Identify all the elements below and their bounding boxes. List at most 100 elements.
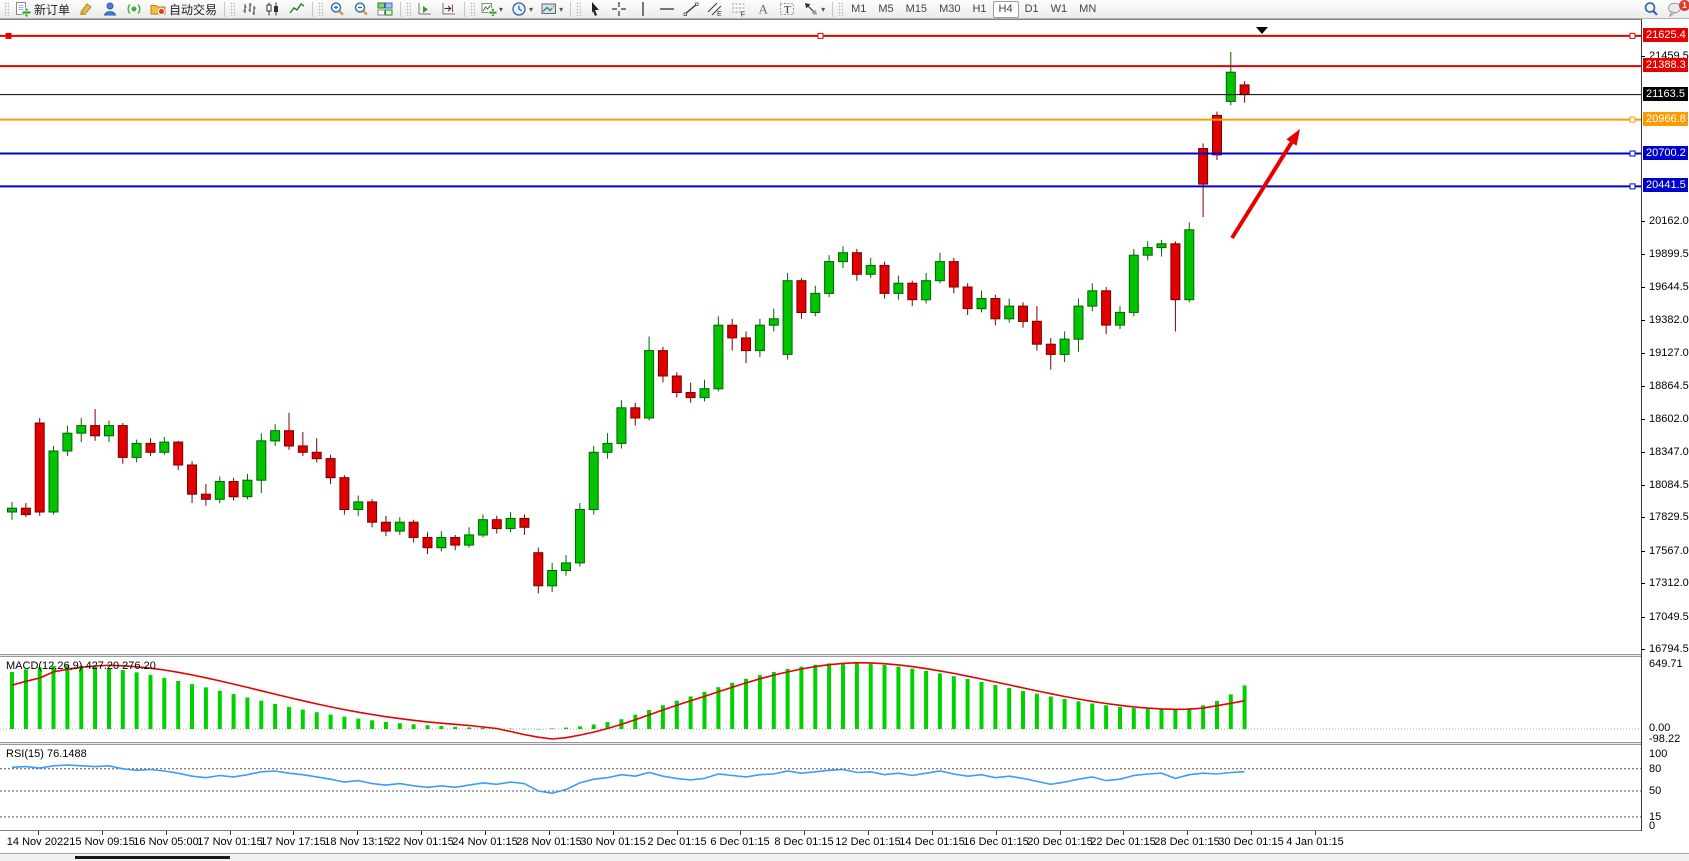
zoom-out-button[interactable] — [349, 1, 373, 18]
svg-text:A: A — [759, 2, 769, 17]
equidistant-channel-button[interactable]: E — [703, 1, 727, 18]
highlighter-button[interactable] — [74, 1, 98, 18]
chart-shift-button[interactable] — [437, 1, 461, 18]
new-chart-button[interactable]: ▾ — [477, 1, 507, 18]
bar-chart-icon — [241, 1, 257, 17]
zoom-in-button[interactable] — [325, 1, 349, 18]
search-icon — [1643, 1, 1659, 17]
time-axis-tick — [613, 831, 614, 835]
time-axis-label: 14 Dec 01:15 — [899, 836, 965, 848]
templates-button[interactable]: ▾ — [537, 1, 567, 18]
price-axis-tick — [1641, 583, 1645, 584]
time-axis-label: 4 Jan 01:15 — [1286, 836, 1344, 848]
periods-button[interactable]: ▾ — [507, 1, 537, 18]
period-clock-icon — [511, 1, 527, 17]
cursor-icon — [587, 1, 603, 17]
time-axis-label: 30 Dec 01:15 — [1218, 836, 1284, 848]
signals-button[interactable] — [122, 1, 146, 18]
macd-indicator-label: MACD(12,26,9) 427.20 276.20 — [6, 660, 156, 672]
toolbar-grip[interactable] — [318, 2, 324, 16]
timeframe-M5-button[interactable]: M5 — [878, 3, 894, 15]
macd-axis-max-label: 649.71 — [1649, 658, 1683, 670]
chart-shift-icon — [441, 1, 457, 17]
timeframe-M1-button[interactable]: M1 — [851, 3, 867, 15]
time-axis-tick — [1251, 831, 1252, 835]
vertical-line-button[interactable] — [631, 1, 655, 18]
time-axis-tick — [293, 831, 294, 835]
time-axis-tick — [38, 831, 39, 835]
pane-splitter[interactable] — [0, 654, 1641, 657]
bar-chart-button[interactable] — [237, 1, 261, 18]
line-chart-button[interactable] — [285, 1, 309, 18]
text-label-button[interactable]: T — [775, 1, 799, 18]
search-button[interactable] — [1639, 1, 1663, 18]
timeframe-W1-button[interactable]: W1 — [1050, 3, 1068, 15]
tile-windows-button[interactable] — [373, 1, 397, 18]
horizontal-scrollbar[interactable] — [0, 853, 1689, 861]
time-axis-tick — [166, 831, 167, 835]
price-axis-label: 17049.5 — [1649, 611, 1689, 623]
time-axis-tick — [1123, 831, 1124, 835]
price-axis-tick — [1641, 254, 1645, 255]
timeframe-H4-button[interactable]: H4 — [992, 0, 1019, 18]
time-axis-label: 18 Nov 13:15 — [324, 836, 390, 848]
arrows-button[interactable]: ▾ — [799, 1, 829, 18]
auto-trading-button[interactable]: 自动交易 — [146, 1, 221, 18]
price-axis-label: 18602.0 — [1649, 413, 1689, 425]
toolbar-grip[interactable] — [230, 2, 236, 16]
toolbar-grip[interactable] — [470, 2, 476, 16]
timeframe-M15-button[interactable]: M15 — [905, 3, 928, 15]
toolbar-separator — [832, 1, 834, 17]
rsi-pane[interactable] — [0, 745, 1641, 831]
autotrade-icon — [150, 1, 166, 17]
price-chart-pane[interactable] — [0, 19, 1641, 654]
timeframe-H1-button[interactable]: H1 — [972, 3, 987, 15]
candlestick-chart-button[interactable] — [261, 1, 285, 18]
horizontal-scrollbar-thumb[interactable] — [75, 856, 230, 859]
time-axis-label: 22 Dec 01:15 — [1090, 836, 1156, 848]
trendline-button[interactable] — [679, 1, 703, 18]
level-price-badge: 20966.8 — [1643, 112, 1688, 126]
time-axis-tick — [677, 831, 678, 835]
hline-icon — [659, 1, 675, 17]
support-button[interactable] — [98, 1, 122, 18]
macd-pane[interactable] — [0, 657, 1641, 742]
line-chart-icon — [289, 1, 305, 17]
timeframe-MN-button[interactable]: MN — [1079, 3, 1097, 15]
timeframe-D1-button[interactable]: D1 — [1024, 3, 1039, 15]
new-order-button[interactable]: 新订单 — [11, 1, 74, 18]
channel-icon: E — [707, 1, 723, 17]
crosshair-button[interactable] — [607, 1, 631, 18]
toolbar-grip[interactable] — [838, 2, 844, 16]
fibonacci-button[interactable]: F — [727, 1, 751, 18]
pane-splitter[interactable] — [0, 742, 1641, 745]
cursor-button[interactable] — [583, 1, 607, 18]
toolbar-grip[interactable] — [406, 2, 412, 16]
timeframe-M30-button[interactable]: M30 — [939, 3, 961, 15]
level-price-badge: 20441.5 — [1643, 178, 1688, 192]
notifications-button[interactable]: 1 — [1663, 0, 1689, 18]
price-axis-tick — [1641, 353, 1645, 354]
price-axis-label: 17567.0 — [1649, 545, 1689, 557]
text-button[interactable]: A — [751, 1, 775, 18]
rsi-axis-label: 15 — [1649, 811, 1662, 823]
text-icon: A — [755, 1, 771, 17]
chevron-down-icon: ▾ — [499, 4, 504, 14]
trendline-icon — [683, 1, 699, 17]
price-axis-label: 16794.5 — [1649, 643, 1689, 655]
signal-icon — [126, 1, 142, 17]
toolbar-separator — [400, 1, 402, 17]
auto-scroll-button[interactable] — [413, 1, 437, 18]
level-price-badge: 21388.3 — [1643, 58, 1688, 72]
price-axis-tick — [1641, 221, 1645, 222]
horizontal-line-button[interactable] — [655, 1, 679, 18]
price-axis-tick — [1641, 320, 1645, 321]
price-axis-border — [1641, 19, 1642, 831]
toolbar-grip[interactable] — [4, 2, 9, 16]
toolbar-grip[interactable] — [576, 2, 582, 16]
svg-text:T: T — [784, 4, 791, 16]
time-axis-tick — [1315, 831, 1316, 835]
new-order-icon — [15, 1, 31, 17]
time-axis-label: 2 Dec 01:15 — [647, 836, 707, 848]
